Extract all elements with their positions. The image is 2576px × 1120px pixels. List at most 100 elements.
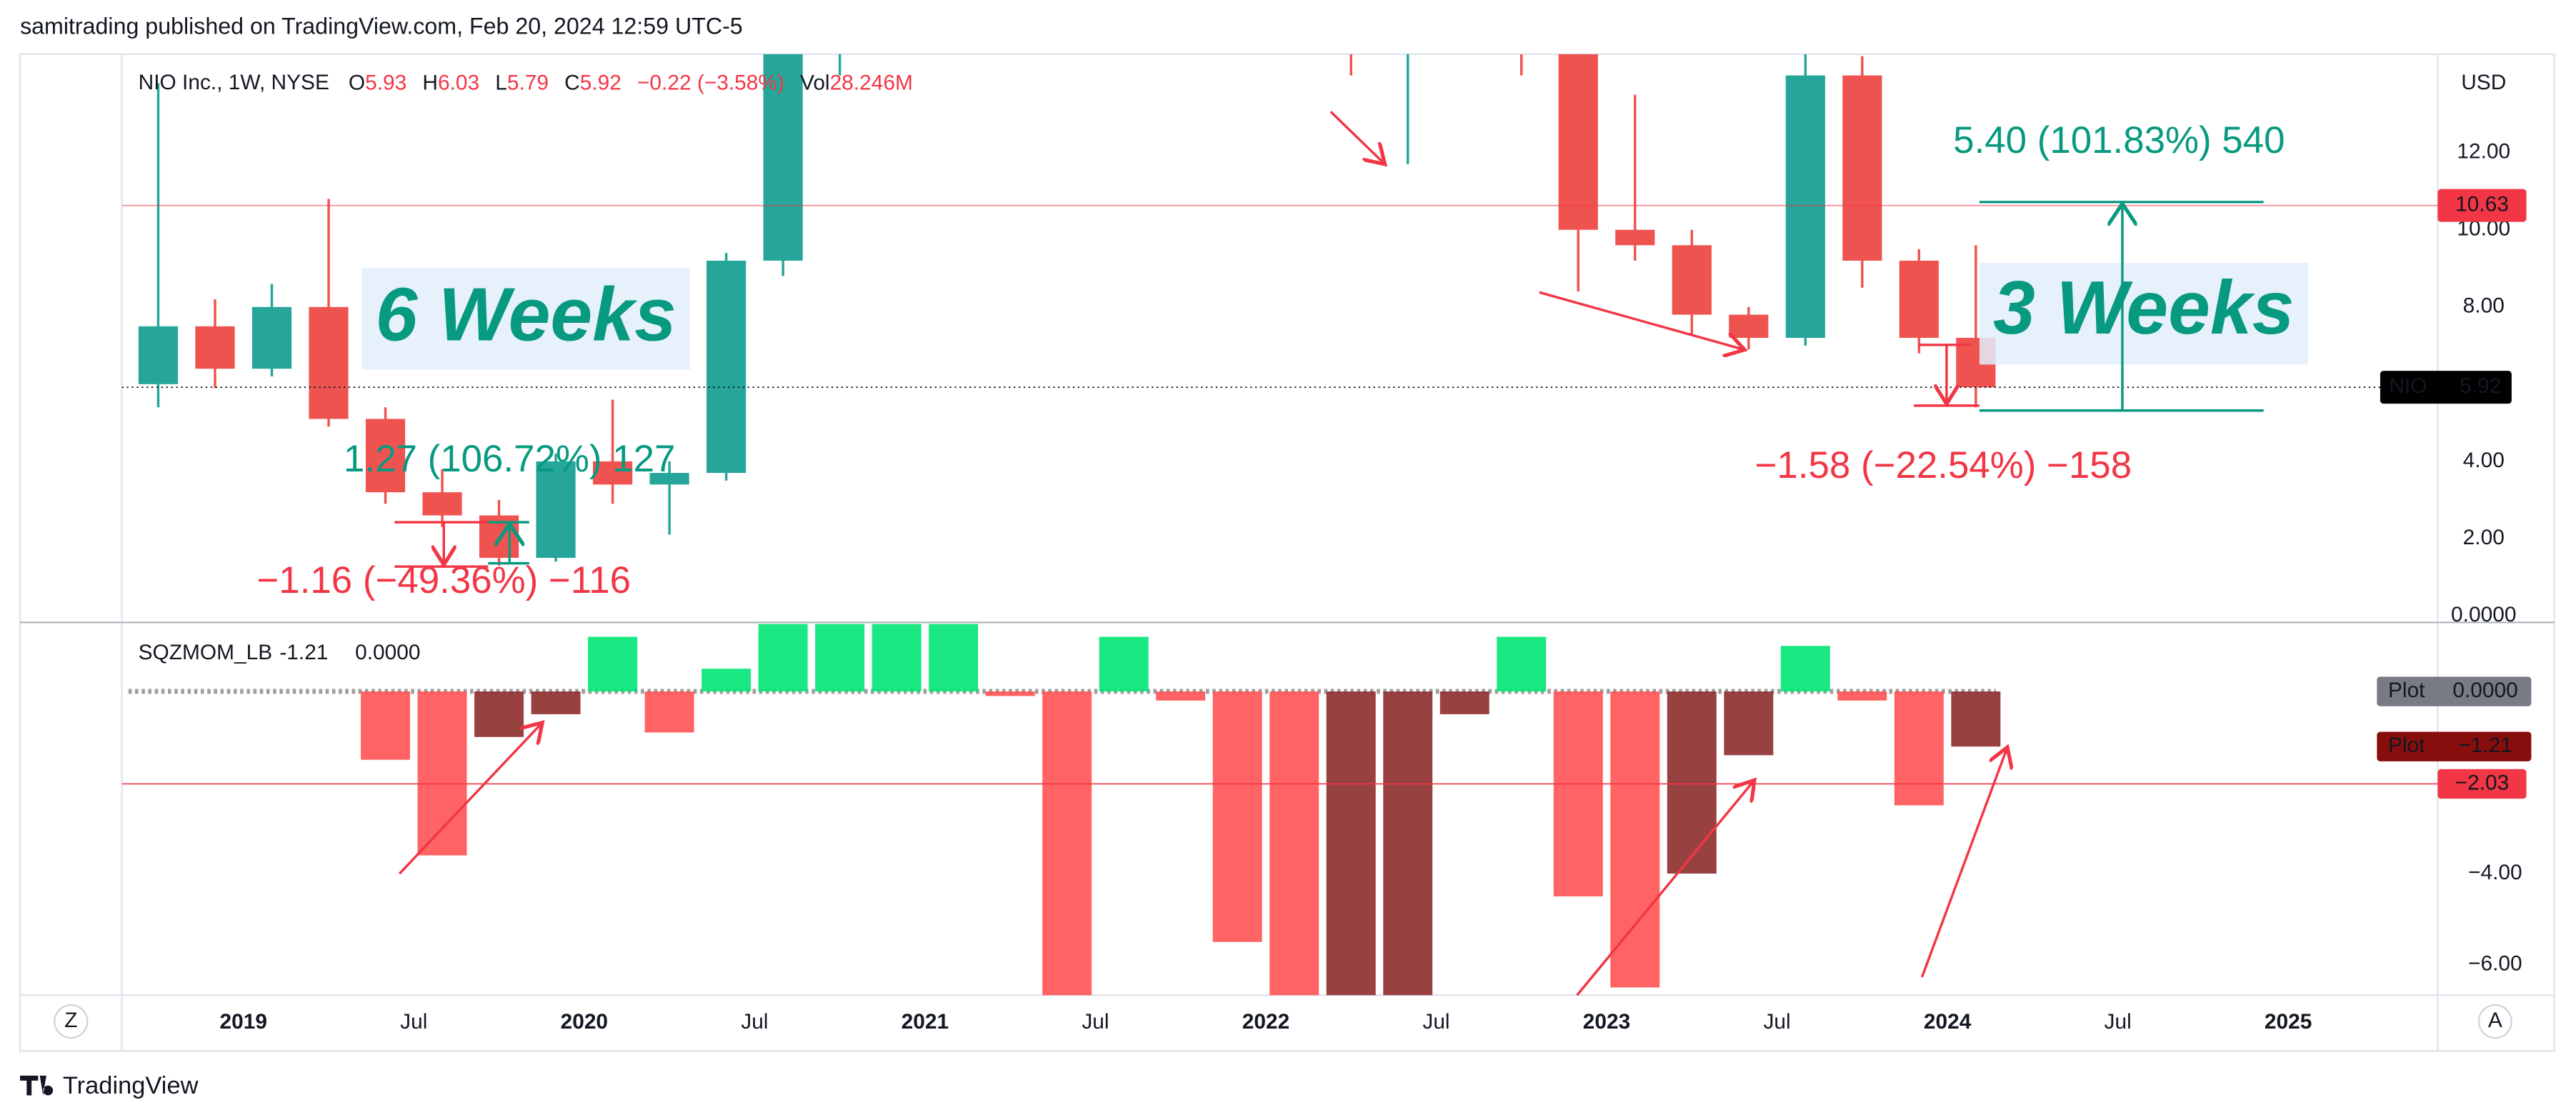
x-tick-label: Jul	[1422, 1010, 1449, 1034]
ohlc-values: O5.93 H6.03 L5.79 C5.92 −0.22 (−3.58%) V…	[349, 71, 913, 94]
indicator-value: -1.21	[279, 641, 328, 664]
value: 6.03	[438, 71, 479, 94]
alert-label: 10.63	[2455, 193, 2509, 216]
y-tick-label: 4.00	[2463, 449, 2505, 472]
indicator-pane	[121, 624, 2438, 996]
currency: USD	[2461, 71, 2506, 94]
alert-label-bg	[2437, 189, 2527, 222]
candle-body	[1899, 260, 1939, 339]
candle-body	[309, 306, 349, 419]
candle-body	[138, 326, 179, 384]
momentum-bar	[1269, 691, 1319, 996]
candle-body	[1615, 229, 1655, 246]
plot-label-bg	[2377, 731, 2532, 761]
indicator-zero: 0.0000	[355, 641, 420, 664]
plot-label-name: Plot	[2388, 679, 2425, 702]
momentum-bar	[1326, 691, 1376, 996]
y-tick-label: 0.0000	[2451, 603, 2516, 626]
candle-body	[251, 306, 292, 369]
trend-arrow	[1329, 111, 1385, 164]
candle-body	[536, 461, 576, 558]
candle-body	[592, 461, 633, 485]
momentum-bar	[1042, 691, 1092, 996]
plot-label-name: Plot	[2388, 734, 2425, 757]
price-pane	[121, 54, 2438, 566]
last-price-symbol: NIO	[2389, 374, 2427, 398]
x-tick-label: 2020	[561, 1010, 608, 1034]
axes: 0.00002.004.008.0010.0012.00−4.00−6.00−2…	[220, 140, 2532, 1034]
x-tick-label: 2024	[1924, 1010, 1972, 1034]
momentum-bar	[644, 691, 694, 733]
momentum-bar	[758, 624, 808, 692]
momentum-bar	[929, 624, 979, 692]
momentum-bar	[531, 691, 581, 714]
key: Vol	[800, 71, 830, 94]
momentum-bar	[1383, 691, 1433, 996]
candle-body	[763, 54, 803, 261]
momentum-bar	[1099, 636, 1149, 692]
momentum-bar	[815, 624, 865, 692]
trend-arrow	[1539, 291, 1744, 349]
y-tick-label: 2.00	[2463, 526, 2505, 549]
momentum-bar	[1837, 691, 1887, 701]
momentum-bar	[588, 636, 638, 692]
momentum-bar	[474, 691, 524, 737]
note-box	[1979, 262, 2308, 365]
x-tick-label: 2025	[2265, 1010, 2312, 1034]
x-tick-label: Jul	[1082, 1010, 1109, 1034]
measure-label: −1.58 (−22.54%) −158	[1755, 444, 2132, 486]
measure-label: 5.40 (101.83%) 540	[1953, 119, 2285, 161]
button[interactable]	[54, 1004, 89, 1039]
y-tick-label: −4.00	[2468, 861, 2522, 884]
level-label: −2.03	[2455, 771, 2510, 794]
candle-body	[707, 260, 747, 474]
key: C	[564, 71, 580, 94]
momentum-bar	[1894, 691, 1944, 806]
value: 5.79	[507, 71, 549, 94]
button-label[interactable]: Z	[64, 1009, 77, 1032]
trend-arrow	[1920, 747, 2007, 978]
button[interactable]	[2477, 1004, 2512, 1039]
trend-arrow	[1576, 780, 1754, 996]
momentum-bar	[1780, 646, 1830, 692]
level-label-bg	[2437, 769, 2527, 799]
button-label[interactable]: A	[2488, 1009, 2502, 1032]
candle-body	[649, 473, 689, 485]
x-tick-label: Jul	[400, 1010, 427, 1034]
momentum-bar	[1156, 691, 1206, 701]
x-tick-label: 2019	[220, 1010, 267, 1034]
momentum-bar	[1553, 691, 1603, 896]
plot-label-bg	[2377, 676, 2532, 706]
value: 5.93	[365, 71, 406, 94]
candle-body	[195, 326, 235, 369]
plot-label-value: −1.21	[2458, 734, 2512, 757]
momentum-bar	[1667, 691, 1717, 874]
x-tick-label: 2023	[1583, 1010, 1630, 1034]
momentum-bar	[1497, 636, 1547, 692]
candle-body	[1842, 75, 1882, 261]
last-price-value: 5.92	[2460, 374, 2501, 398]
candle-body	[365, 419, 406, 493]
x-tick-label: 2022	[1242, 1010, 1289, 1034]
legend: NIO Inc., 1W, NYSE O5.93 H6.03 L5.79 C5.…	[139, 71, 913, 664]
key: L	[495, 71, 507, 94]
x-tick-label: 2021	[902, 1010, 949, 1034]
plot-label-value: 0.0000	[2452, 679, 2517, 702]
value: 28.246M	[830, 71, 913, 94]
momentum-bar	[361, 691, 411, 760]
indicator-title: SQZMOM_LB	[139, 641, 273, 664]
x-tick-label: Jul	[1763, 1010, 1790, 1034]
brand: TradingView	[63, 1072, 199, 1099]
candle-body	[422, 492, 462, 516]
candle-body	[1729, 314, 1769, 339]
note-box	[361, 267, 691, 370]
momentum-bar	[702, 669, 752, 692]
y-tick-label: 12.00	[2457, 140, 2510, 164]
measure-label: −1.16 (−49.36%) −116	[256, 559, 631, 601]
momentum-bar	[417, 691, 467, 856]
momentum-bar	[1951, 691, 2001, 747]
brand-logo	[20, 1075, 54, 1096]
momentum-bar	[1212, 691, 1262, 942]
momentum-bar	[1724, 691, 1774, 756]
key: H	[422, 71, 438, 94]
